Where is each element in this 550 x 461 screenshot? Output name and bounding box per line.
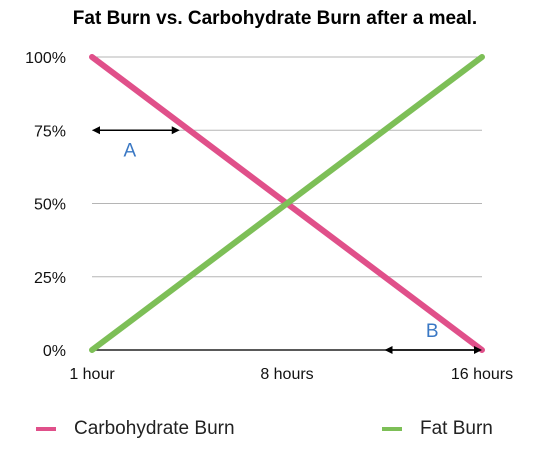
x-tick-label: 8 hours (260, 366, 313, 383)
arrowhead-left (92, 126, 100, 135)
y-tick-label: 50% (34, 197, 66, 214)
legend-item-fat-burn: Fat Burn (382, 418, 493, 440)
annotation-label-b: B (426, 321, 439, 342)
x-axis-ticks: 1 hour 8 hours 16 hours (69, 366, 513, 383)
arrowhead-right (171, 126, 180, 135)
legend-label: Carbohydrate Burn (74, 418, 235, 439)
x-tick-label: 16 hours (451, 366, 513, 383)
y-tick-label: 25% (34, 270, 66, 287)
legend-swatch-carbohydrate (36, 427, 56, 431)
arrowhead-left (384, 346, 393, 354)
x-tick-label: 1 hour (69, 366, 115, 383)
series-line-fat-burn (89, 54, 485, 353)
chart-title: Fat Burn vs. Carbohydrate Burn after a m… (72, 8, 478, 29)
series-lines (89, 54, 485, 353)
y-tick-label: 100% (25, 50, 66, 67)
legend-label: Fat Burn (420, 418, 493, 439)
y-tick-label: 75% (34, 123, 66, 140)
legend-item-carbohydrate-burn: Carbohydrate Burn (36, 418, 235, 440)
annotation-label-a: A (124, 140, 137, 161)
legend-swatch-fat (382, 427, 402, 431)
y-tick-label: 0% (43, 343, 66, 360)
annotations: AB (92, 126, 482, 354)
y-axis-ticks: 0% 25% 50% 75% 100% (25, 50, 66, 360)
arrowhead-right (474, 346, 482, 354)
